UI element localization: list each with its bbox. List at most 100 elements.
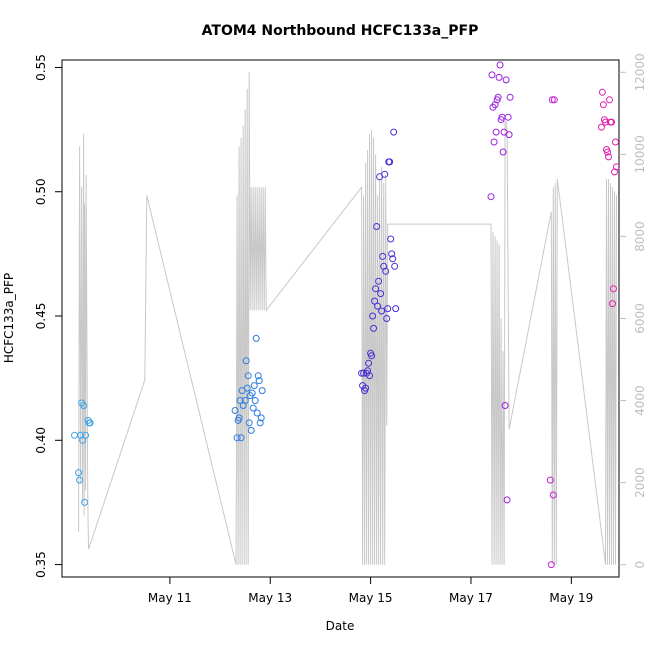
data-point <box>86 419 94 427</box>
data-point <box>549 491 557 499</box>
data-point <box>248 389 256 397</box>
y-tick-label: 0.35 <box>34 551 48 578</box>
data-point <box>242 357 250 365</box>
data-point <box>369 312 377 320</box>
data-point <box>252 334 260 342</box>
data-point <box>366 372 374 380</box>
y2-tick-label: 4000 <box>633 385 647 416</box>
data-point <box>604 148 611 156</box>
data-point <box>488 71 496 79</box>
data-point <box>245 419 253 427</box>
y2-tick-label: 8000 <box>633 221 647 252</box>
chart-title: ATOM4 Northbound HCFC133a_PFP <box>202 23 479 39</box>
data-point <box>487 193 495 201</box>
altitude-polyline <box>78 72 617 565</box>
data-point <box>254 372 262 380</box>
y2-tick-label: 6000 <box>633 303 647 334</box>
data-point <box>612 138 619 146</box>
data-point <box>502 76 510 84</box>
data-point <box>375 277 383 285</box>
data-point <box>492 128 500 136</box>
data-point <box>373 223 381 230</box>
data-point <box>235 414 243 422</box>
data-point <box>495 73 503 81</box>
data-point <box>365 359 373 367</box>
data-point <box>550 96 558 104</box>
data-point <box>257 414 265 422</box>
data-point <box>382 267 390 275</box>
data-point <box>501 402 509 409</box>
data-point <box>247 426 255 434</box>
y2-tick-label: 0 <box>633 561 647 569</box>
y-tick-label: 0.40 <box>34 427 48 454</box>
data-point <box>377 290 385 298</box>
data-point <box>490 138 498 146</box>
data-point <box>506 93 514 101</box>
y-axis: 0.35 0.40 0.45 0.50 0.55 <box>34 54 62 578</box>
data-point <box>374 302 382 310</box>
data-point <box>494 93 502 101</box>
data-point <box>546 476 554 484</box>
data-point <box>503 496 511 504</box>
data-point <box>231 407 239 414</box>
y-tick-label: 0.55 <box>34 54 48 81</box>
data-point <box>613 163 620 171</box>
data-point <box>597 123 605 131</box>
x-tick-label: May 11 <box>148 591 192 605</box>
data-point <box>82 431 90 439</box>
data-point <box>79 436 87 444</box>
data-point <box>386 158 394 166</box>
data-point <box>504 113 512 121</box>
data-point <box>71 431 78 439</box>
x-tick-label: May 17 <box>449 591 493 605</box>
data-point <box>255 377 263 385</box>
data-point <box>547 561 555 569</box>
data-point <box>258 387 266 395</box>
data-point <box>233 434 241 442</box>
data-point <box>381 170 389 178</box>
data-point <box>80 402 88 409</box>
data-point <box>256 419 264 427</box>
data-point <box>237 434 245 442</box>
data-point <box>609 300 616 308</box>
data-point <box>390 128 398 136</box>
data-point <box>370 324 378 332</box>
data-point <box>496 61 504 69</box>
data-point <box>243 384 251 392</box>
y-tick-label: 0.45 <box>34 303 48 330</box>
y2-tick-label: 10000 <box>633 135 647 173</box>
data-point <box>599 101 607 109</box>
data-point <box>387 235 395 243</box>
data-point <box>75 469 83 477</box>
data-point <box>383 315 391 322</box>
data-point <box>606 96 613 104</box>
y2-tick-label: 2000 <box>633 467 647 498</box>
y-axis-label: HCFC133a_PFP <box>2 273 16 363</box>
altitude-line <box>78 72 617 565</box>
data-point <box>608 118 615 126</box>
data-point <box>358 369 366 377</box>
data-point <box>250 382 258 390</box>
data-point <box>253 409 261 417</box>
data-point <box>371 297 379 305</box>
data-point <box>499 148 507 156</box>
data-point <box>548 96 556 104</box>
y2-tick-label: 12000 <box>633 53 647 91</box>
data-point <box>244 372 252 380</box>
y2-axis: 0 2000 4000 6000 8000 10000 12000 <box>619 53 647 569</box>
data-point <box>384 305 392 313</box>
data-point <box>505 131 513 139</box>
x-tick-label: May 13 <box>248 591 292 605</box>
data-point <box>81 498 89 506</box>
data-point <box>378 307 386 315</box>
data-point <box>605 153 612 161</box>
data-point <box>362 384 370 392</box>
data-point <box>76 476 84 484</box>
data-point <box>368 352 376 360</box>
data-point <box>379 252 387 260</box>
data-point <box>598 88 606 96</box>
data-point <box>372 285 380 293</box>
y-tick-label: 0.50 <box>34 178 48 205</box>
data-point <box>391 262 399 270</box>
